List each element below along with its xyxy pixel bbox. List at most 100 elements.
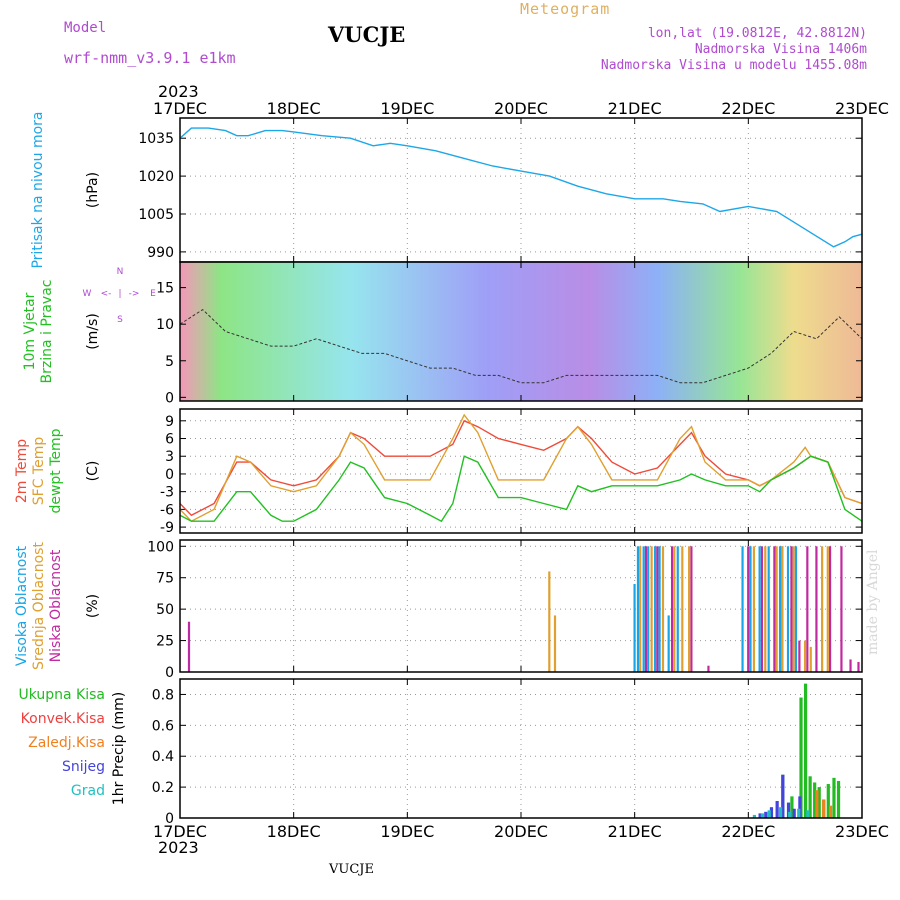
bar-high_cloud: [636, 546, 640, 672]
series-sfc_temp: [179, 413, 863, 523]
bar-mid_cloud: [803, 640, 807, 672]
bar-snow: [769, 807, 774, 818]
unit-label-pressure: (hPa): [85, 172, 101, 208]
y-tick-label: 0: [165, 811, 174, 827]
bar-low_cloud: [790, 546, 793, 672]
bar-mid_cloud: [781, 546, 784, 672]
bar-high_cloud: [749, 546, 752, 672]
bar-graupel: [778, 807, 783, 818]
bar-high_cloud: [741, 546, 744, 672]
x-date-label-top: 22DEC: [721, 99, 775, 118]
bar-low_cloud: [707, 665, 710, 672]
y-axis-label-temperature: dewpt Temp: [48, 428, 64, 513]
panel-frame-pressure: [179, 117, 863, 263]
y-tick-label: 50: [156, 602, 174, 618]
model-label: Model: [64, 20, 107, 36]
bar-total_precip: [817, 787, 821, 818]
unit-label-clouds: (%): [85, 594, 101, 618]
y-axis-label-precip: 1hr Precip (mm): [111, 692, 127, 805]
x-date-label-bottom: 17DEC: [153, 822, 207, 841]
bar-total_precip: [836, 780, 841, 818]
x-date-label-bottom: 18DEC: [267, 822, 321, 841]
x-date-label-top: 20DEC: [494, 99, 548, 118]
bar-total_precip: [832, 777, 836, 818]
y-tick-label: 0.6: [152, 718, 174, 734]
y-tick-label: -6: [160, 502, 174, 518]
bar-high_cloud: [633, 584, 636, 672]
bar-snow: [758, 813, 762, 818]
location-title: VUCJE: [328, 22, 406, 47]
legend-item: Konvek.Kisa: [21, 711, 105, 727]
x-date-label-top: 17DEC: [153, 99, 207, 118]
y-tick-label: 990: [147, 245, 174, 261]
bar-high_cloud: [676, 546, 679, 672]
y-axis-label-pressure: Pritisak na nivou mora: [30, 111, 46, 268]
bar-total_precip: [826, 784, 830, 818]
x-date-label-top: 18DEC: [267, 99, 321, 118]
bar-mid_cloud: [673, 546, 676, 672]
y-tick-label: -3: [160, 485, 174, 501]
bar-high_cloud: [786, 546, 790, 672]
bar-mid_cloud: [775, 546, 778, 672]
product-title: Meteogram: [520, 0, 611, 18]
wind-barb-field: [180, 262, 862, 401]
series-pressure: [179, 127, 863, 248]
bar-mid_cloud: [821, 546, 824, 672]
x-date-label-top: 19DEC: [380, 99, 434, 118]
year-bottom: 2023: [158, 838, 199, 857]
unit-label-temperature: (C): [85, 461, 101, 482]
bar-high_cloud: [794, 546, 798, 672]
bar-snow: [798, 796, 802, 818]
year-top: 2023: [158, 82, 199, 101]
panel-frame-wind: [179, 261, 863, 402]
bar-low_cloud: [644, 546, 648, 672]
y-axis-label-clouds: Srednja Oblacnost: [31, 542, 47, 670]
bar-snow: [786, 802, 791, 818]
bar-low_cloud: [806, 546, 809, 672]
bar-low_cloud: [815, 546, 818, 672]
compass-north: N: [117, 267, 124, 277]
bar-high_cloud: [758, 546, 761, 672]
bar-mid_cloud: [809, 646, 812, 672]
x-date-label-bottom: 19DEC: [380, 822, 434, 841]
legend-item: Ukupna Kisa: [18, 687, 105, 703]
bar-mid_cloud: [764, 546, 767, 672]
panel-frame-clouds: [179, 539, 863, 673]
bar-low_cloud: [828, 546, 832, 672]
y-tick-label: -9: [160, 520, 174, 536]
bar-low_cloud: [670, 546, 674, 672]
bar-mid_cloud: [752, 546, 756, 672]
bar-snow: [764, 811, 768, 818]
y-axis-label-wind: Brzina i Pravac: [39, 280, 55, 384]
x-date-label-bottom: 21DEC: [608, 822, 662, 841]
bar-low_cloud: [760, 546, 763, 672]
y-tick-label: 10: [156, 317, 174, 333]
bar-total_precip: [813, 782, 817, 818]
series-dewpoint: [179, 455, 863, 523]
bar-low_cloud: [187, 621, 191, 672]
compass-center: |: [118, 289, 121, 299]
bar-high_cloud: [653, 546, 657, 672]
bar-high_cloud: [642, 546, 645, 672]
y-tick-label: 0: [165, 467, 174, 483]
y-tick-label: 0.8: [152, 687, 174, 703]
bar-total_precip: [803, 683, 808, 818]
y-tick-label: 6: [165, 432, 174, 448]
model-elevation-text: Nadmorska Visina u modelu 1455.08m: [600, 58, 867, 73]
x-date-label-bottom: 22DEC: [721, 822, 775, 841]
bar-frozen_precip: [822, 799, 826, 818]
bar-high_cloud: [767, 546, 770, 672]
bar-mid_cloud: [553, 615, 557, 672]
bar-high_cloud: [778, 546, 782, 672]
model-name: wrf-nmm_v3.9.1 e1km: [64, 49, 236, 67]
y-tick-label: 75: [156, 571, 174, 587]
y-tick-label: 0.4: [152, 749, 174, 765]
y-tick-label: 3: [165, 449, 174, 465]
bar-snow: [775, 801, 779, 818]
bar-frozen_precip: [828, 805, 833, 818]
bar-mid_cloud: [661, 546, 665, 672]
x-date-label-top: 23DEC: [835, 99, 889, 118]
legend-item: Zaledj.Kisa: [28, 735, 105, 751]
bar-low_cloud: [747, 546, 750, 672]
bar-low_cloud: [656, 546, 659, 672]
